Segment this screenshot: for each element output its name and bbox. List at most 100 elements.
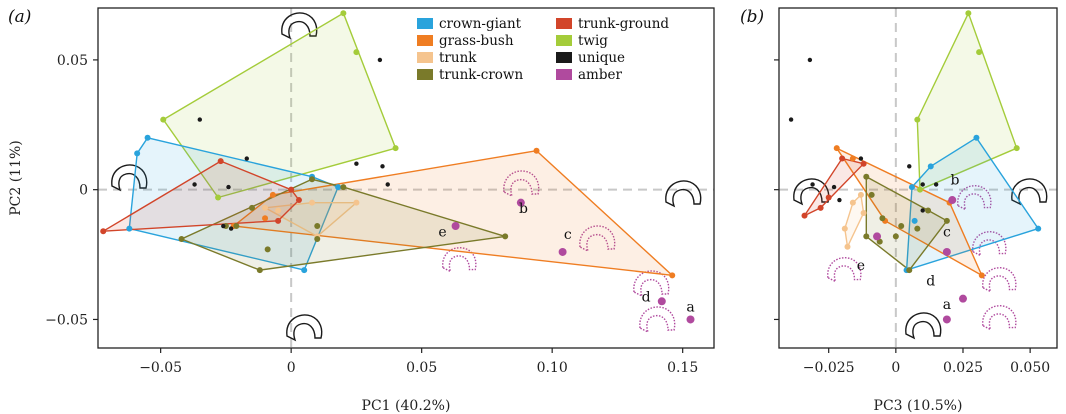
point-trunk-ground bbox=[100, 228, 107, 235]
outline-glyph-icon bbox=[982, 305, 1017, 331]
point-trunk bbox=[860, 210, 867, 217]
point-unique bbox=[920, 182, 925, 187]
point-trunk-crown bbox=[906, 267, 913, 274]
point-trunk bbox=[844, 243, 851, 250]
point-trunk bbox=[353, 199, 360, 206]
point-unique bbox=[788, 117, 794, 122]
point-trunk bbox=[262, 204, 269, 211]
point-twig bbox=[1013, 145, 1020, 152]
outline-glyph-icon bbox=[579, 225, 616, 253]
point-twig bbox=[917, 186, 924, 193]
point-trunk-ground bbox=[288, 186, 295, 193]
plot-frame bbox=[778, 7, 1058, 349]
x-tick-label: 0.050 bbox=[1010, 360, 1050, 376]
point-trunk-ground bbox=[217, 158, 224, 165]
point-label: c bbox=[564, 227, 572, 243]
point-twig bbox=[392, 145, 399, 152]
outline-glyph-icon bbox=[793, 178, 830, 206]
x-tick-label: 0 bbox=[287, 360, 296, 376]
point-unique bbox=[226, 184, 231, 190]
outline-glyph-icon bbox=[639, 306, 676, 334]
point-crown-giant bbox=[144, 134, 151, 141]
point-crown-giant bbox=[908, 184, 915, 191]
point-label: c bbox=[943, 224, 951, 240]
point-grass-bush bbox=[978, 272, 985, 279]
legend-swatch bbox=[417, 35, 433, 46]
point-trunk-ground bbox=[825, 194, 832, 201]
legend-label: trunk bbox=[439, 50, 477, 66]
point-trunk-crown bbox=[340, 184, 347, 191]
point-twig bbox=[160, 116, 167, 123]
point-label: e bbox=[438, 224, 446, 240]
panel-b: (b) b c da e −0.025 0 0.025 0.050 PC3 (10.5%) bbox=[740, 7, 1058, 414]
point-trunk-crown bbox=[249, 204, 255, 211]
point-unique bbox=[377, 57, 383, 63]
point-trunk-crown bbox=[264, 246, 271, 253]
point-amber bbox=[942, 247, 951, 256]
legend-label: twig bbox=[578, 33, 608, 49]
legend-swatch bbox=[417, 18, 433, 29]
y-tick-label: 0.05 bbox=[57, 53, 88, 69]
point-unique bbox=[920, 208, 925, 213]
outline-glyph-icon bbox=[111, 164, 148, 192]
point-unique bbox=[244, 156, 249, 161]
point-label: a bbox=[686, 300, 694, 316]
point-grass-bush bbox=[849, 155, 856, 162]
y-tick-label: 0 bbox=[79, 183, 88, 199]
point-trunk-crown bbox=[233, 223, 240, 230]
outline-glyph-icon bbox=[665, 180, 702, 208]
point-unique bbox=[221, 223, 226, 229]
point-unique bbox=[354, 161, 359, 166]
point-amber bbox=[657, 297, 666, 306]
legend-swatch bbox=[417, 69, 433, 80]
legend-swatch bbox=[556, 18, 572, 29]
panel-label: (a) bbox=[8, 7, 31, 27]
point-trunk bbox=[841, 225, 848, 232]
point-unique bbox=[197, 117, 202, 122]
x-axis-title: PC3 (10.5%) bbox=[874, 398, 963, 414]
point-trunk-crown bbox=[178, 235, 185, 242]
point-unique bbox=[228, 226, 234, 231]
point-label: d bbox=[926, 274, 935, 290]
point-twig bbox=[353, 49, 360, 56]
point-twig bbox=[965, 10, 972, 17]
point-trunk-crown bbox=[314, 235, 321, 242]
point-trunk-crown bbox=[898, 223, 905, 230]
legend-label: trunk-ground bbox=[578, 16, 669, 32]
y-axis-title: PC2 (11%) bbox=[8, 140, 24, 216]
point-trunk-ground bbox=[801, 212, 808, 219]
outline-glyph-icon bbox=[442, 247, 477, 273]
point-amber bbox=[686, 315, 695, 324]
point-unique bbox=[858, 156, 864, 161]
point-trunk-crown bbox=[943, 217, 950, 224]
x-tick-label: −0.05 bbox=[139, 360, 182, 376]
panel-label: (b) bbox=[740, 7, 764, 27]
point-trunk bbox=[275, 207, 282, 214]
hull-trunk-crown bbox=[865, 175, 948, 272]
point-amber bbox=[942, 315, 951, 324]
outline-glyph-icon bbox=[972, 231, 1007, 257]
point-amber bbox=[873, 232, 882, 241]
outline-glyph-icon bbox=[827, 257, 862, 283]
legend-label: unique bbox=[578, 50, 625, 66]
x-tick-label: 0.05 bbox=[406, 360, 437, 376]
point-trunk-ground bbox=[295, 197, 302, 204]
point-label: a bbox=[943, 297, 951, 313]
point-unique bbox=[380, 164, 385, 169]
x-tick-label: −0.025 bbox=[803, 360, 855, 376]
legend-swatch bbox=[556, 69, 572, 80]
point-trunk-crown bbox=[868, 191, 875, 198]
point-unique bbox=[933, 182, 939, 187]
point-amber bbox=[958, 294, 967, 303]
panel-a: (a) e b c d a −0.05 0 0.05 0.10 0.15 −0.05 0 0.05 PC1 … bbox=[8, 7, 715, 414]
point-twig bbox=[340, 10, 347, 17]
point-label: b bbox=[519, 201, 528, 217]
point-unique bbox=[837, 197, 842, 203]
legend-label: trunk-crown bbox=[439, 67, 523, 83]
point-crown-giant bbox=[927, 163, 934, 170]
point-trunk-crown bbox=[256, 267, 263, 274]
point-grass-bush bbox=[269, 191, 276, 198]
point-amber bbox=[558, 247, 567, 256]
point-trunk-ground bbox=[817, 204, 824, 211]
point-grass-bush bbox=[669, 272, 676, 279]
